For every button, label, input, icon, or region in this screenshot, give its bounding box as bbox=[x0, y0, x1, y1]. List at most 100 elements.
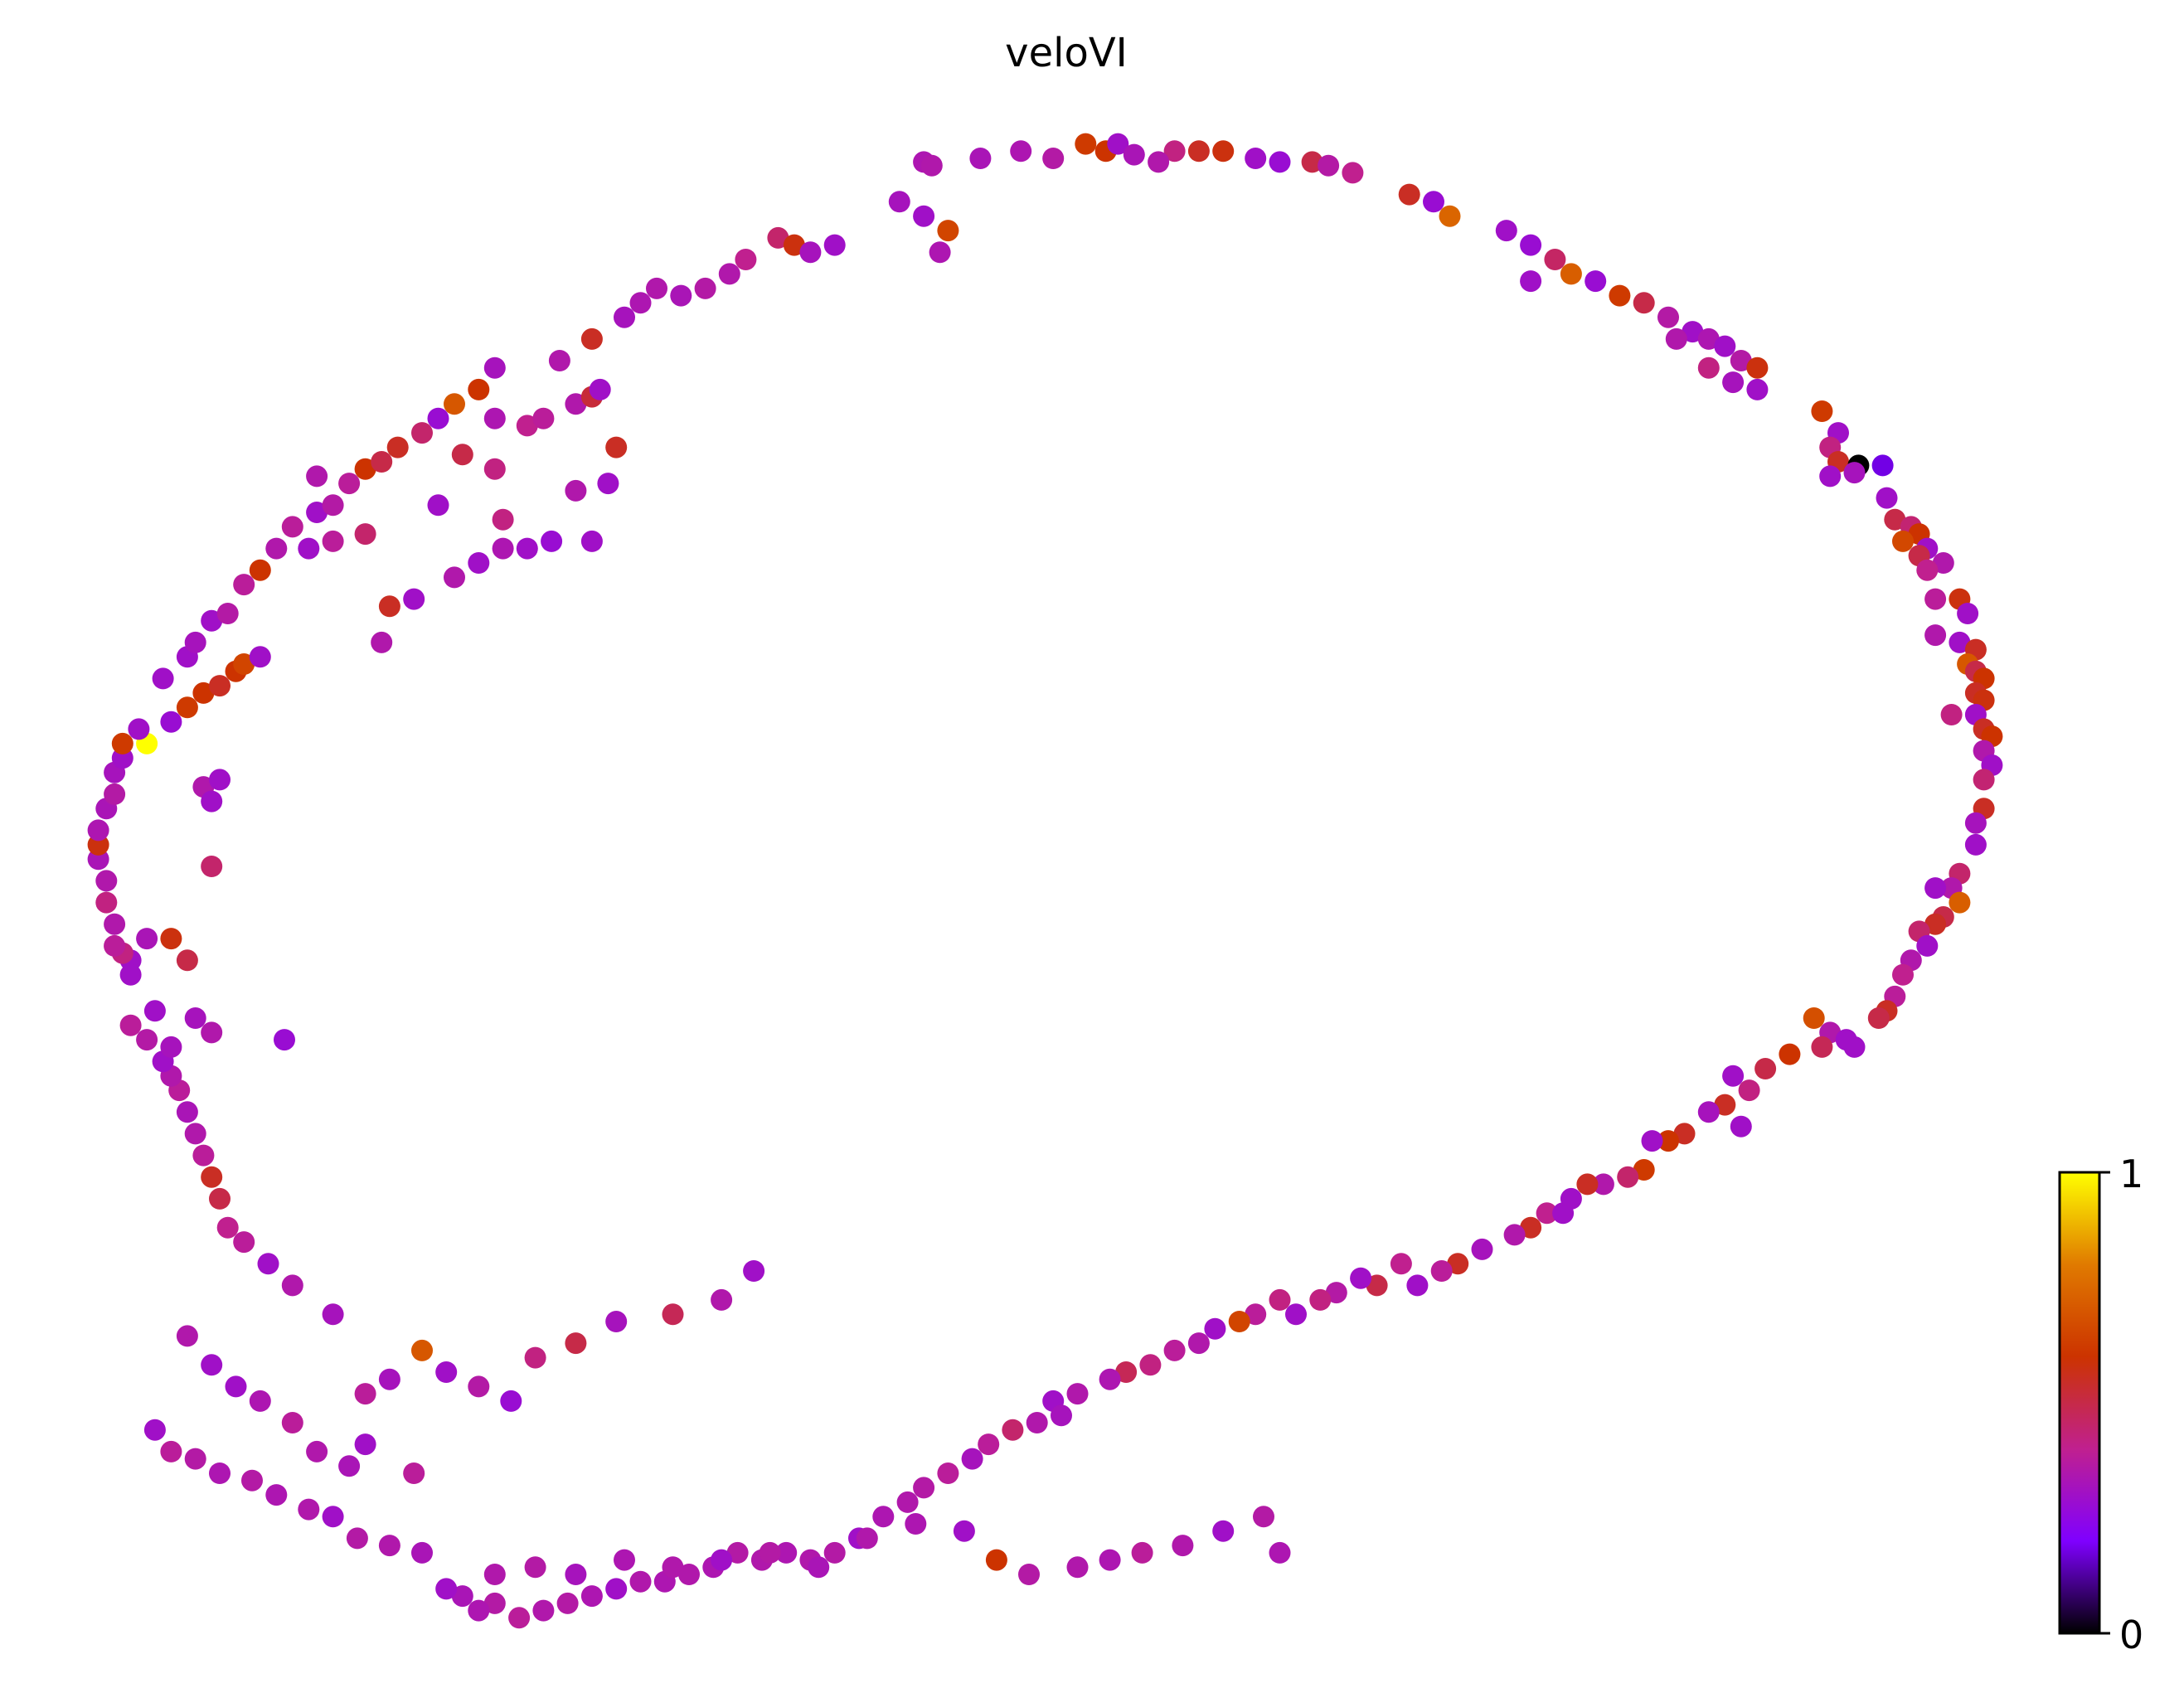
data-point bbox=[1746, 378, 1769, 400]
data-point bbox=[1107, 133, 1129, 155]
data-point bbox=[492, 508, 514, 531]
data-point bbox=[1964, 833, 1987, 856]
data-point bbox=[1269, 151, 1291, 173]
data-point bbox=[565, 1564, 587, 1585]
data-point bbox=[1730, 1115, 1752, 1137]
data-point bbox=[192, 1144, 215, 1167]
data-point bbox=[1172, 1535, 1194, 1557]
data-point bbox=[249, 1390, 271, 1412]
data-point bbox=[1212, 1520, 1235, 1542]
data-point bbox=[580, 530, 603, 552]
data-point bbox=[1148, 151, 1170, 173]
data-point bbox=[111, 732, 133, 754]
data-point bbox=[274, 1029, 295, 1051]
data-point bbox=[468, 552, 490, 574]
data-point bbox=[1075, 133, 1097, 155]
data-point bbox=[1682, 321, 1704, 343]
data-point bbox=[136, 928, 158, 950]
data-point bbox=[152, 667, 174, 690]
data-point bbox=[953, 1520, 975, 1542]
data-point bbox=[1520, 1216, 1542, 1239]
data-point bbox=[1051, 1404, 1072, 1427]
data-point bbox=[176, 1325, 198, 1347]
data-point bbox=[209, 1462, 231, 1484]
data-point bbox=[1924, 624, 1947, 647]
data-point bbox=[605, 1578, 628, 1600]
data-point bbox=[233, 574, 255, 596]
data-point bbox=[1406, 1274, 1429, 1297]
data-point bbox=[1439, 205, 1461, 227]
data-point bbox=[896, 1491, 919, 1513]
data-point bbox=[233, 653, 255, 675]
data-point bbox=[225, 1375, 247, 1398]
data-point bbox=[1892, 963, 1914, 986]
data-point bbox=[354, 523, 376, 546]
data-point bbox=[985, 1549, 1007, 1571]
data-point bbox=[1957, 603, 1979, 624]
data-point bbox=[1714, 1094, 1736, 1116]
data-point bbox=[386, 436, 409, 458]
data-point bbox=[1204, 1317, 1226, 1340]
data-point bbox=[808, 1556, 830, 1579]
data-point bbox=[184, 1007, 206, 1029]
data-point bbox=[160, 1036, 182, 1058]
data-point bbox=[1560, 263, 1582, 285]
data-point bbox=[1585, 270, 1607, 293]
data-point bbox=[548, 350, 570, 371]
chart-title: veloVI bbox=[1005, 30, 1128, 76]
data-point bbox=[920, 154, 943, 177]
data-point bbox=[257, 1253, 279, 1275]
data-point bbox=[1536, 1202, 1558, 1225]
data-point bbox=[371, 631, 393, 653]
data-point bbox=[1964, 812, 1987, 834]
data-point bbox=[176, 696, 198, 719]
data-point bbox=[662, 1303, 684, 1326]
data-point bbox=[1722, 1065, 1745, 1087]
data-point bbox=[1115, 1361, 1138, 1383]
data-point bbox=[1876, 487, 1898, 509]
data-point bbox=[346, 1527, 368, 1550]
data-point bbox=[249, 646, 271, 668]
data-point bbox=[411, 1339, 433, 1361]
data-point bbox=[1163, 1339, 1186, 1361]
data-point bbox=[1714, 335, 1736, 357]
data-point bbox=[306, 465, 328, 487]
data-point bbox=[913, 205, 935, 227]
data-point bbox=[160, 928, 182, 950]
data-point bbox=[1471, 1238, 1493, 1260]
data-point bbox=[1609, 284, 1631, 307]
data-point bbox=[1803, 1007, 1825, 1029]
data-point bbox=[192, 682, 215, 704]
data-point bbox=[483, 458, 506, 480]
data-point bbox=[1633, 1159, 1655, 1181]
data-point bbox=[427, 494, 449, 517]
data-point bbox=[1924, 877, 1947, 900]
data-point bbox=[1423, 191, 1444, 213]
data-point bbox=[184, 1123, 206, 1145]
data-point bbox=[176, 949, 198, 972]
data-point bbox=[767, 226, 789, 249]
data-point bbox=[1641, 1130, 1663, 1152]
data-point bbox=[1301, 151, 1323, 173]
data-point bbox=[1738, 1079, 1760, 1102]
data-point bbox=[468, 1375, 490, 1398]
data-point bbox=[524, 1346, 546, 1369]
data-point bbox=[1871, 454, 1894, 477]
data-point bbox=[1940, 704, 1963, 725]
data-point bbox=[1892, 530, 1914, 552]
data-point bbox=[160, 1440, 182, 1462]
data-point bbox=[937, 220, 959, 242]
data-point bbox=[516, 537, 538, 560]
data-point bbox=[1099, 1368, 1121, 1390]
data-point bbox=[1212, 140, 1235, 162]
data-point bbox=[104, 934, 126, 957]
data-point bbox=[1811, 1036, 1833, 1058]
data-point bbox=[1066, 1556, 1089, 1579]
data-point bbox=[1285, 1303, 1307, 1326]
data-point bbox=[1867, 1007, 1890, 1029]
data-point bbox=[281, 516, 303, 538]
data-point bbox=[306, 502, 328, 523]
data-point bbox=[556, 1592, 579, 1614]
data-point bbox=[403, 588, 425, 610]
data-point bbox=[1754, 1058, 1777, 1079]
